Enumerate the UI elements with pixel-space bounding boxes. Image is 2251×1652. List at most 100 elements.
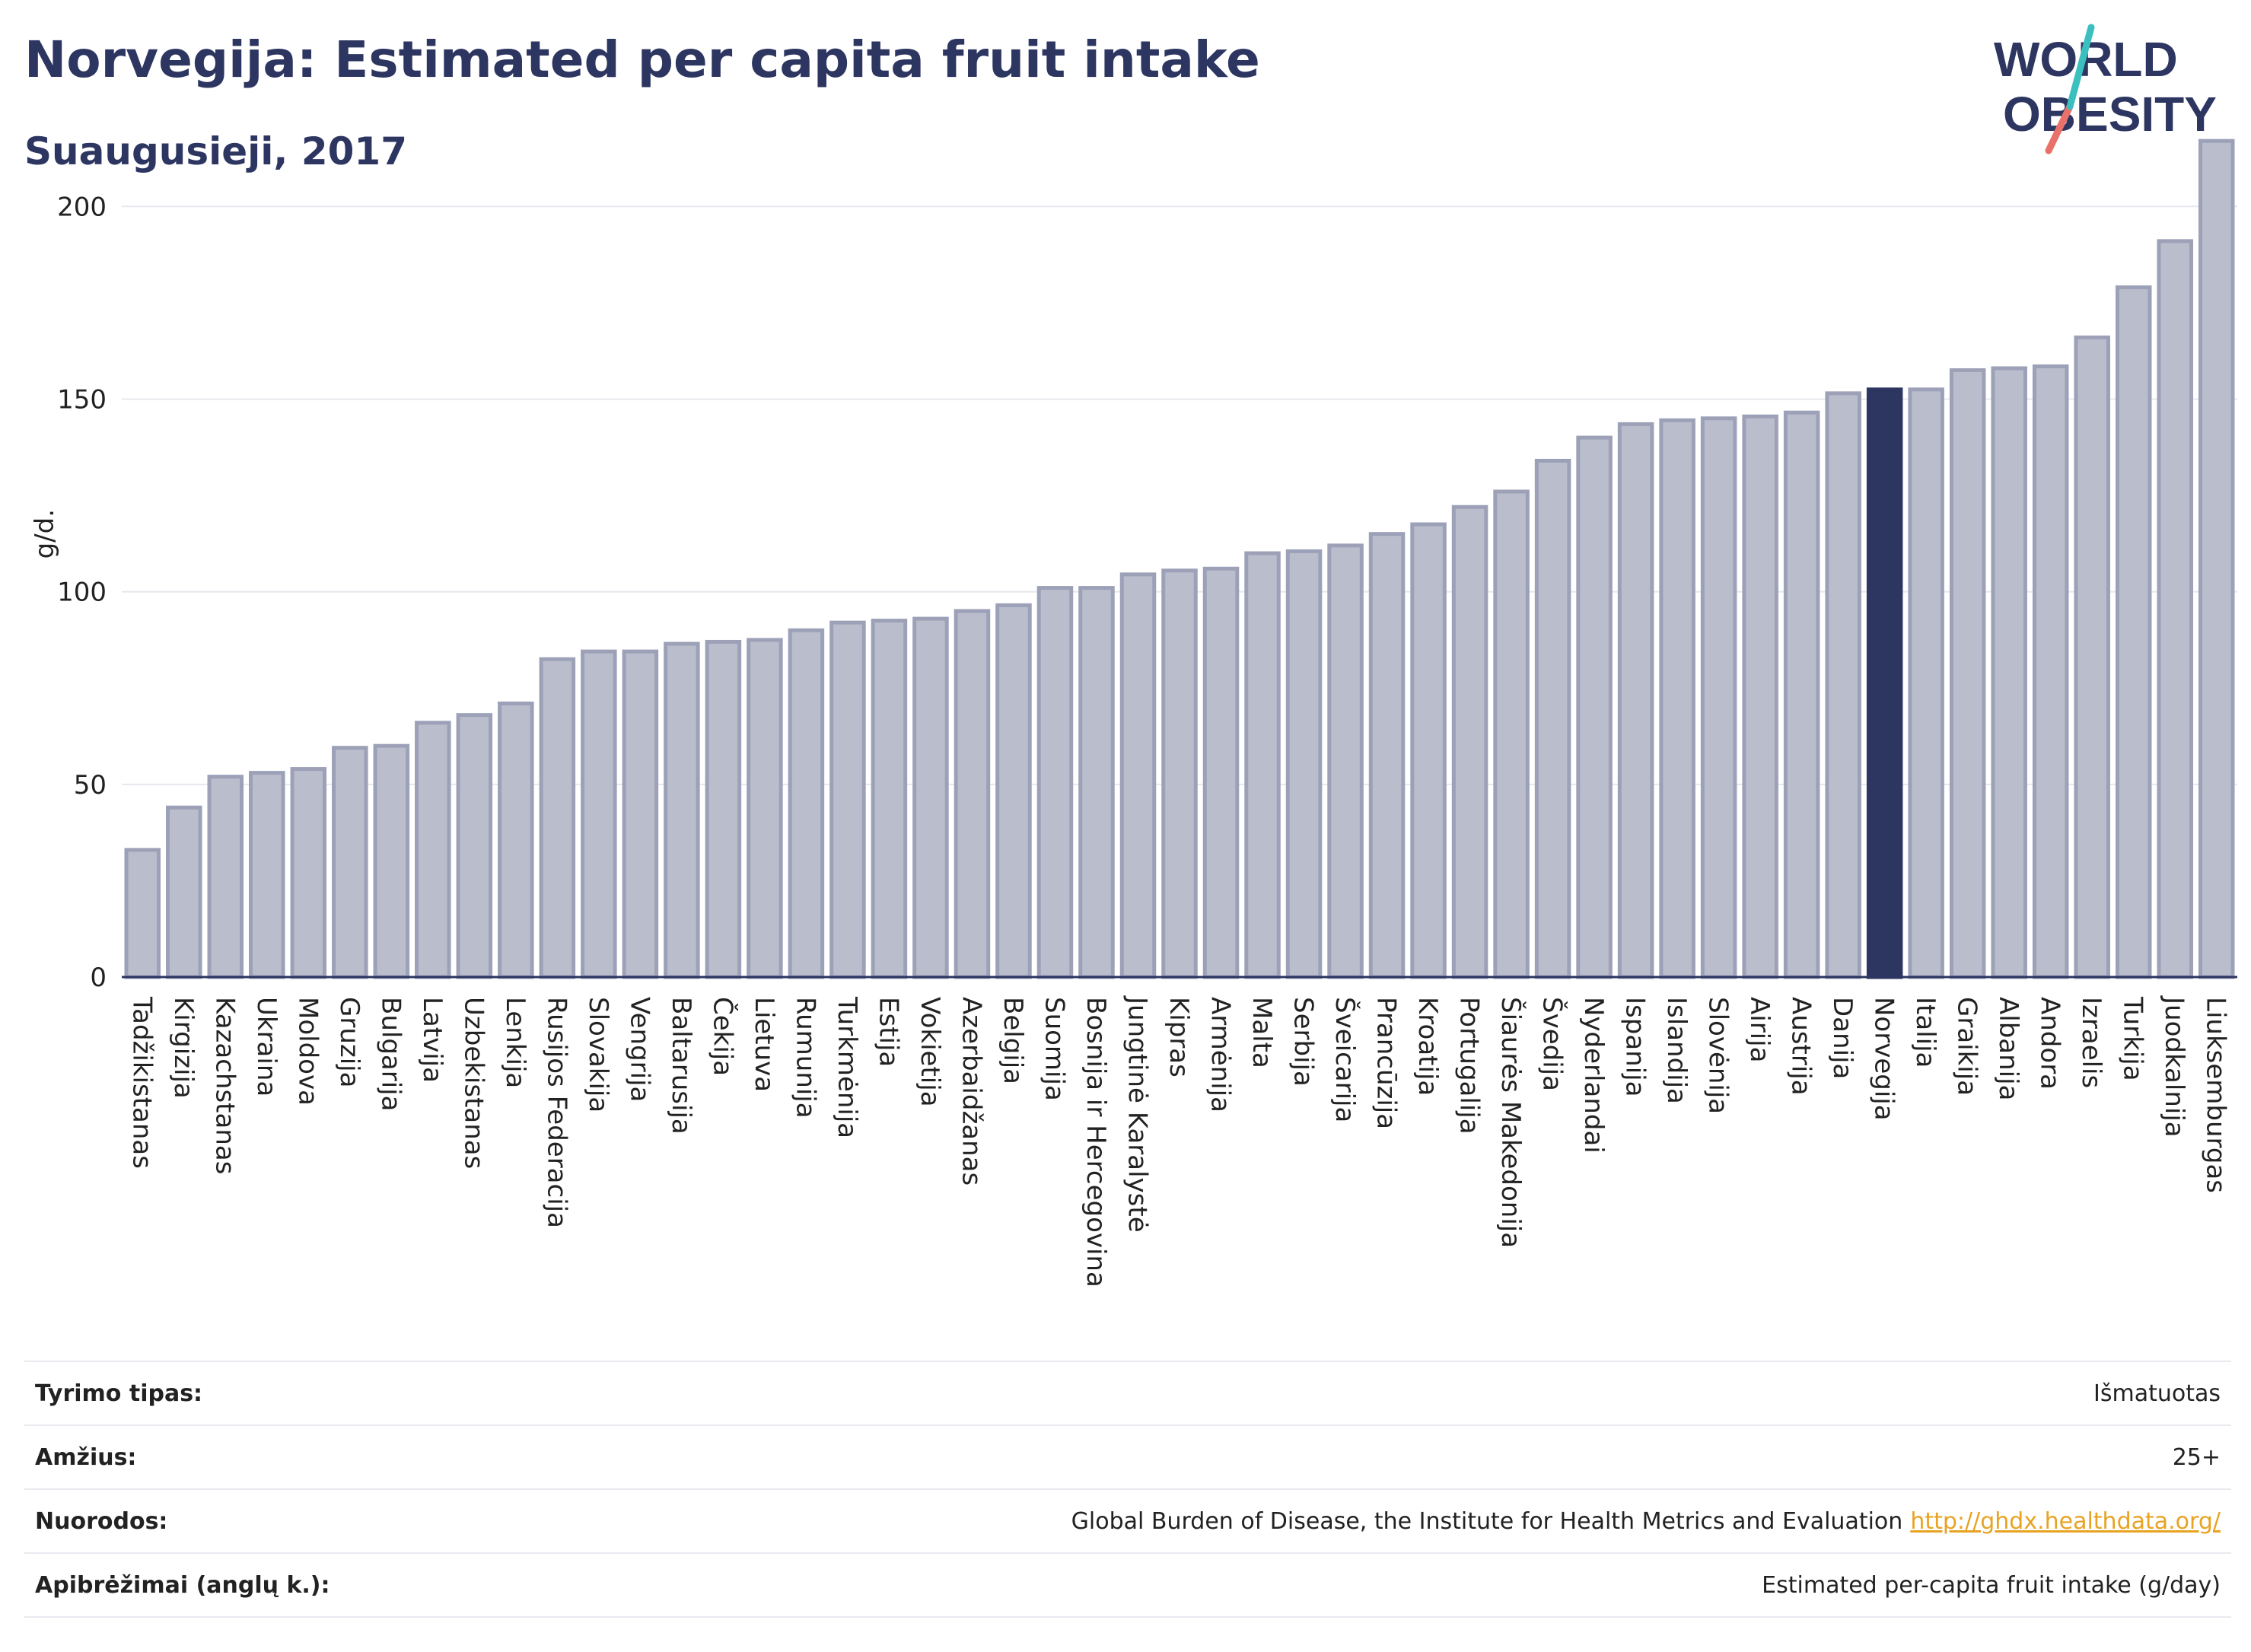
bar <box>290 767 327 979</box>
y-axis-title: g/d. <box>30 509 60 559</box>
x-tick-label: Švedija <box>1537 997 1568 1091</box>
bar <box>1202 566 1240 979</box>
bar <box>415 721 451 979</box>
bar <box>1700 416 1737 979</box>
x-tick-label: Lenkija <box>500 997 530 1088</box>
x-tick-label: Kirgizija <box>168 997 199 1099</box>
x-tick-label: Moldova <box>292 997 323 1106</box>
world-obesity-logo: WORLD OBESITY <box>1994 24 2217 154</box>
page-subtitle: Suaugusieji, 2017 <box>24 129 407 173</box>
x-tick-label: Armėnija <box>1205 997 1236 1112</box>
x-tick-label: Ispanija <box>1620 997 1651 1097</box>
meta-value: Global Burden of Disease, the Institute … <box>1071 1507 1903 1535</box>
x-tick-label: Turkija <box>2118 996 2148 1081</box>
x-tick-label: Tadžikistanas <box>126 996 157 1169</box>
x-tick-label: Kipras <box>1164 997 1194 1077</box>
x-tick-label: Slovakija <box>583 997 613 1112</box>
bar <box>498 701 534 979</box>
bar <box>1783 410 1820 979</box>
meta-value-wrap: Global Burden of Disease, the Institute … <box>1071 1508 2231 1535</box>
x-tick-label: Nyderlandai <box>1578 997 1609 1154</box>
x-tick-label: Danija <box>1827 997 1858 1079</box>
meta-label: Amžius: <box>35 1444 137 1471</box>
bar <box>1285 549 1323 979</box>
x-tick-label: Malta <box>1246 997 1277 1068</box>
x-tick-label: Baltarusija <box>666 997 696 1135</box>
x-tick-label: Šveicarija <box>1329 997 1361 1122</box>
x-tick-label: Liuksemburgas <box>2201 997 2231 1193</box>
bar <box>2115 285 2152 979</box>
x-tick-label: Lietuva <box>749 997 779 1092</box>
x-tick-label: Rumunija <box>790 997 820 1119</box>
bar <box>871 619 908 979</box>
x-tick-label: Andora <box>2035 997 2065 1090</box>
bar <box>2032 364 2069 979</box>
x-tick-label: Austrija <box>1786 997 1816 1096</box>
x-tick-label: Portugalija <box>1454 997 1485 1135</box>
bar <box>1659 418 1695 979</box>
x-tick-label: Ukraina <box>251 997 282 1097</box>
y-tick-label: 150 <box>57 384 107 415</box>
x-tick-label: Uzbekistanas <box>458 997 489 1169</box>
y-tick-label: 200 <box>57 192 107 222</box>
reference-link[interactable]: http://ghdx.healthdata.org/ <box>1910 1507 2221 1535</box>
bar <box>622 649 659 979</box>
bar <box>788 628 825 979</box>
bar <box>1161 568 1198 979</box>
bar <box>1825 391 1861 979</box>
page-title: Norvegija: Estimated per capita fruit in… <box>24 30 1260 89</box>
x-tick-label: Jungtinė Karalystė <box>1122 995 1152 1233</box>
meta-value: 25+ <box>2172 1444 2221 1471</box>
bar <box>332 746 368 979</box>
x-tick-label: Estija <box>873 997 903 1067</box>
bar <box>747 638 783 979</box>
bar <box>912 616 949 979</box>
bar <box>1036 586 1074 979</box>
x-tick-label: Suomija <box>1039 997 1069 1101</box>
bar <box>373 743 410 979</box>
x-tick-label: Slovėnija <box>1703 997 1734 1114</box>
x-tick-label: Juodkalnija <box>2159 995 2189 1138</box>
bar <box>705 639 742 979</box>
x-tick-label: Graikija <box>1952 997 1982 1096</box>
bar <box>1368 532 1406 979</box>
bar <box>1617 422 1654 979</box>
meta-row-references: Nuorodos: Global Burden of Disease, the … <box>24 1488 2231 1552</box>
y-tick-label: 0 <box>90 963 107 993</box>
logo-slash-teal <box>2066 24 2095 110</box>
x-tick-label: Izraelis <box>2076 997 2106 1088</box>
bar <box>207 775 244 979</box>
x-tick-label: Vengrija <box>624 997 654 1102</box>
x-tick-label: Airija <box>1744 997 1775 1062</box>
bar <box>995 603 1032 979</box>
meta-value: Išmatuotas <box>2093 1380 2221 1407</box>
x-tick-label: Belgija <box>998 997 1028 1084</box>
bar <box>1742 414 1778 979</box>
bar <box>1327 543 1364 979</box>
x-tick-label: Prancūzija <box>1371 997 1402 1129</box>
bar <box>249 771 285 979</box>
bar <box>1078 586 1115 979</box>
meta-row-definitions: Apibrėžimai (anglų k.): Estimated per-ca… <box>24 1552 2231 1618</box>
y-tick-label: 50 <box>74 770 107 801</box>
x-tick-label: Norvegija <box>1869 997 1899 1121</box>
meta-row-age: Amžius: 25+ <box>24 1424 2231 1488</box>
metadata-table: Tyrimo tipas: Išmatuotas Amžius: 25+ Nuo… <box>24 1361 2231 1618</box>
x-tick-label: Kroatija <box>1412 997 1443 1096</box>
x-tick-label: Vokietija <box>915 997 945 1107</box>
bar <box>1576 435 1613 979</box>
bar <box>2157 239 2193 979</box>
bar <box>2198 138 2235 979</box>
bar <box>1244 551 1281 979</box>
x-tick-label: Latvija <box>417 997 447 1083</box>
meta-label: Nuorodos: <box>35 1507 168 1535</box>
bar <box>954 609 991 979</box>
y-tick-label: 100 <box>57 578 107 608</box>
logo-slash-red <box>2045 103 2074 154</box>
bar <box>1493 489 1530 979</box>
bar <box>829 620 866 979</box>
bar <box>1908 387 1944 979</box>
x-tick-label: Gruzija <box>334 997 365 1087</box>
bar <box>1949 368 1986 979</box>
logo-line2: OBESITY <box>2003 87 2217 142</box>
